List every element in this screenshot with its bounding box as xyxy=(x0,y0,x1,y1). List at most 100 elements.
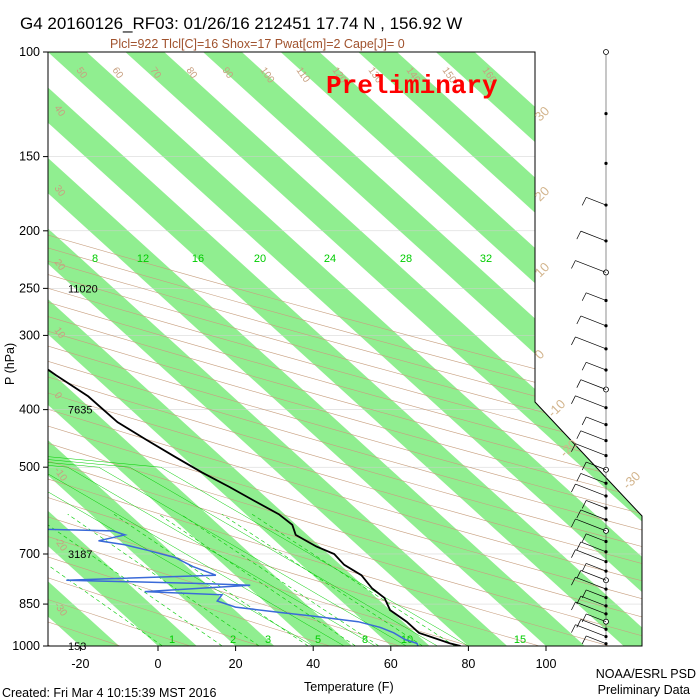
dry-adiabat xyxy=(48,52,642,646)
isotherm-band xyxy=(48,52,642,646)
dry-adiabat xyxy=(48,52,642,646)
wind-barb-flag xyxy=(571,395,576,404)
plot-background xyxy=(48,52,642,646)
wind-barb-flag xyxy=(571,518,576,528)
dry-adiabat xyxy=(48,52,400,646)
moist-adiabat xyxy=(48,335,438,646)
wind-barb-flag xyxy=(581,635,587,645)
wind-barb-flag xyxy=(571,624,576,633)
isotherm-band xyxy=(48,52,430,646)
wind-barb-flag xyxy=(581,197,587,206)
dry-adiabat xyxy=(48,52,642,646)
mixing-ratio-label: 12 xyxy=(137,253,149,265)
wind-barb xyxy=(586,589,607,598)
wind-barb-column xyxy=(571,49,609,646)
wind-barb xyxy=(575,443,607,456)
dry-adiabat xyxy=(48,52,642,646)
wind-barb xyxy=(586,613,607,622)
mixing-ratio-label: 28 xyxy=(400,253,412,265)
wind-barb xyxy=(586,461,607,471)
wind-barb-flag xyxy=(576,541,582,551)
dry-adiabat xyxy=(48,52,191,646)
mixing-ratio-bottom-label: 8 xyxy=(362,634,368,646)
wind-barb xyxy=(580,430,607,441)
dry-adiabat xyxy=(48,52,642,646)
sounding-traces xyxy=(48,233,461,646)
dry-adiabat xyxy=(48,52,642,646)
mixing-ratio-line xyxy=(251,513,455,646)
moist-adiabat xyxy=(48,335,407,646)
dry-adiabat xyxy=(48,52,540,646)
dry-adiabat xyxy=(48,52,642,646)
wind-barb xyxy=(580,570,607,581)
mixing-ratio-bottom-label: 1 xyxy=(169,634,175,646)
created-timestamp: Created: Fri Mar 4 10:15:39 MST 2016 xyxy=(2,686,217,700)
axes: 3020100-10-20-30100150200250300400500700… xyxy=(12,45,643,671)
x-tick-label: -20 xyxy=(71,657,89,671)
x-tick-label: 0 xyxy=(155,657,162,671)
wind-barb xyxy=(580,619,607,630)
y-tick-label: 200 xyxy=(19,224,40,238)
moist-adiabat xyxy=(48,335,469,646)
wind-barb-flag xyxy=(571,260,576,269)
height-label: 7635 xyxy=(68,405,92,417)
y-tick-label: 400 xyxy=(19,403,40,417)
y-tick-label: 700 xyxy=(19,547,40,561)
org-label: NOAA/ESRL PSD xyxy=(596,667,696,681)
wind-barb-flag xyxy=(576,315,582,325)
mixing-ratio-label: 24 xyxy=(324,253,336,265)
wind-barb xyxy=(586,416,607,425)
dry-adiabat xyxy=(48,52,470,646)
wind-barb-flag xyxy=(576,230,582,240)
wind-barb xyxy=(586,563,607,572)
moist-adiabat xyxy=(48,335,376,646)
dry-adiabat xyxy=(48,52,642,646)
wind-barb-flag xyxy=(581,533,587,542)
dry-adiabat xyxy=(48,52,642,646)
mixing-ratio-bottom-label: 2 xyxy=(230,634,236,646)
wind-point xyxy=(604,112,608,116)
x-tick-label: 60 xyxy=(384,657,398,671)
wind-barb xyxy=(575,624,607,637)
adiabat-label: 0 xyxy=(52,390,64,401)
y-tick-label: 850 xyxy=(19,597,40,611)
wind-barb xyxy=(580,541,607,553)
wind-barb-flag xyxy=(581,613,587,623)
wind-barb-flag xyxy=(571,443,576,452)
dry-adiabat xyxy=(48,52,642,646)
wind-barb xyxy=(586,533,607,542)
chart-subtitle: Plcl=922 Tlcl[C]=16 Shox=17 Pwat[cm]=2 C… xyxy=(110,37,405,51)
mixing-ratio-line xyxy=(48,513,223,646)
y-tick-label: 1000 xyxy=(12,639,40,653)
wind-barb xyxy=(575,395,607,409)
wind-barb-flag xyxy=(571,601,576,611)
mixing-ratio-bottom-label: 15 xyxy=(514,634,526,646)
status-label: Preliminary Data xyxy=(598,683,690,697)
isotherm-band xyxy=(48,52,352,646)
wind-barb-flag xyxy=(576,509,582,519)
wind-barb-flag xyxy=(571,549,576,558)
wind-barb xyxy=(586,361,607,371)
wind-barb xyxy=(580,595,607,607)
wind-barb xyxy=(580,473,607,484)
mixing-ratio-line xyxy=(180,513,380,646)
wind-barb xyxy=(575,601,607,615)
isotherm-band xyxy=(48,52,585,646)
wind-barb xyxy=(580,315,607,327)
wind-barb xyxy=(575,336,607,350)
wind-barb xyxy=(586,292,607,301)
wind-barb-flag xyxy=(581,563,587,572)
wind-barb-flag xyxy=(571,483,576,493)
wind-barb-flag xyxy=(576,379,582,388)
wind-barb-flag xyxy=(581,292,587,301)
wind-point xyxy=(604,161,608,165)
wind-barb-flag xyxy=(576,619,582,628)
y-tick-label: 150 xyxy=(19,150,40,164)
dry-adiabat xyxy=(48,52,642,646)
isotherm-label: 0 xyxy=(532,346,548,362)
x-tick-label: 40 xyxy=(306,657,320,671)
wind-barb xyxy=(580,509,607,521)
dry-adiabat xyxy=(48,52,261,646)
wind-barb-flag xyxy=(576,473,582,482)
